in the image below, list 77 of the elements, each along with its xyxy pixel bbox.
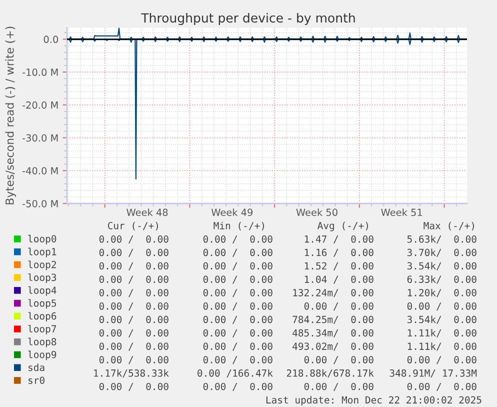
y-tick-label: -10.0 M bbox=[22, 68, 58, 76]
legend-label: loop2 bbox=[28, 260, 56, 270]
legend-label: loop5 bbox=[28, 299, 56, 309]
text: 5.63k/ 0.00 bbox=[407, 235, 476, 244]
legend-label: loop7 bbox=[28, 324, 56, 334]
text: 0.00 / 0.00 bbox=[99, 316, 168, 324]
legend-label: loop4 bbox=[28, 286, 56, 296]
x-tick-label: Week 51 bbox=[381, 208, 422, 216]
y-tick-label: -40.0 M bbox=[22, 167, 58, 174]
text: 0.00 / 0.00 bbox=[203, 382, 272, 391]
y-tick-label: 0.0 bbox=[44, 36, 58, 44]
text: 0.00 / 0.00 bbox=[203, 342, 272, 351]
y-axis-title: Bytes/second read (-) / write (+) bbox=[5, 26, 16, 204]
text: 3.70k/ 0.00 bbox=[407, 248, 476, 257]
legend-label: sr0 bbox=[28, 376, 44, 384]
text: 348.91M/ 17.33M bbox=[390, 369, 477, 378]
y-tick-label: -50.0 M bbox=[22, 200, 58, 208]
text: 0.00 / 0.00 bbox=[99, 276, 168, 284]
text: 0.00 / 0.00 bbox=[304, 302, 374, 311]
legend-label: loop0 bbox=[28, 234, 56, 244]
text: 784.25m/ 0.00 bbox=[292, 316, 374, 324]
legend-label: sda bbox=[28, 364, 44, 372]
chart-title: Throughput per device - by month bbox=[141, 12, 355, 26]
text: 218.88k/678.17k bbox=[286, 369, 374, 378]
text: 1.17k/538.33k bbox=[94, 369, 169, 378]
text: 132.24m/ 0.00 bbox=[293, 289, 374, 298]
text: 0.00 / 0.00 bbox=[304, 356, 374, 364]
text: 0.00 / 0.00 bbox=[99, 382, 168, 391]
text: 1.16 / 0.00 bbox=[304, 248, 374, 257]
text: 0.00 / 0.00 bbox=[203, 329, 272, 338]
text: 1.11k/ 0.00 bbox=[408, 329, 476, 338]
text: 0.00 / 0.00 bbox=[99, 262, 168, 270]
text: Avg (-/+) bbox=[318, 222, 368, 232]
text: 6.33k/ 0.00 bbox=[407, 275, 476, 284]
legend-label: loop6 bbox=[28, 312, 56, 322]
x-tick-label: Week 49 bbox=[211, 208, 253, 216]
y-tick-label: -30.0 M bbox=[22, 134, 58, 142]
text: 1.20k/ 0.00 bbox=[408, 288, 476, 298]
text: 3.54k/ 0.00 bbox=[407, 316, 476, 324]
text: Cur (-/+) bbox=[108, 222, 158, 230]
text: 0.00 / 0.00 bbox=[99, 342, 168, 351]
text: 1.11k/ 0.00 bbox=[408, 342, 476, 351]
text: 0.00 / 0.00 bbox=[99, 248, 168, 257]
text: 0.00 /166.47k bbox=[198, 369, 273, 378]
text: 0.00 / 0.00 bbox=[203, 316, 272, 324]
legend-label: loop8 bbox=[28, 338, 56, 348]
text: 493.02m/ 0.00 bbox=[292, 342, 374, 351]
text: Last update: Mon Dec 22 21:00:02 2025 bbox=[266, 396, 482, 406]
text: 0.00 / 0.00 bbox=[203, 248, 272, 257]
text: 0.00 / 0.00 bbox=[203, 302, 272, 311]
text: 3.54k/ 0.00 bbox=[407, 262, 476, 270]
text: 0.00 / 0.00 bbox=[99, 329, 168, 338]
text: 0.00 / 0.00 bbox=[203, 262, 272, 270]
text: 0.00 / 0.00 bbox=[203, 356, 272, 364]
text: 0.00 / 0.00 bbox=[304, 382, 374, 391]
text: Min (-/+) bbox=[214, 222, 264, 230]
text: 0.00 / 0.00 bbox=[407, 356, 476, 364]
text: 0.00 / 0.00 bbox=[407, 302, 476, 311]
text: 0.00 / 0.00 bbox=[99, 289, 168, 298]
x-tick-label: Week 50 bbox=[296, 208, 338, 216]
text: 0.00 / 0.00 bbox=[203, 289, 272, 298]
text: 485.34m/ 0.00 bbox=[292, 329, 374, 338]
legend-label: loop9 bbox=[28, 350, 56, 360]
text: 0.00 / 0.00 bbox=[407, 382, 476, 391]
text: Max (-/+) bbox=[424, 222, 474, 230]
legend-label: loop1 bbox=[28, 248, 56, 258]
text: 1.47 / 0.00 bbox=[304, 235, 374, 244]
text: 1.04 / 0.00 bbox=[304, 276, 374, 284]
text: 0.00 / 0.00 bbox=[99, 302, 168, 311]
text: 0.00 / 0.00 bbox=[99, 235, 168, 244]
text: 0.00 / 0.00 bbox=[203, 235, 272, 244]
text: 0.00 / 0.00 bbox=[203, 276, 272, 284]
text: 1.52 / 0.00 bbox=[304, 262, 374, 270]
x-tick-label: Week 48 bbox=[126, 208, 168, 216]
text: 0.00 / 0.00 bbox=[99, 356, 168, 364]
y-tick-label: -20.0 M bbox=[22, 101, 58, 109]
legend-label: loop3 bbox=[28, 273, 56, 283]
